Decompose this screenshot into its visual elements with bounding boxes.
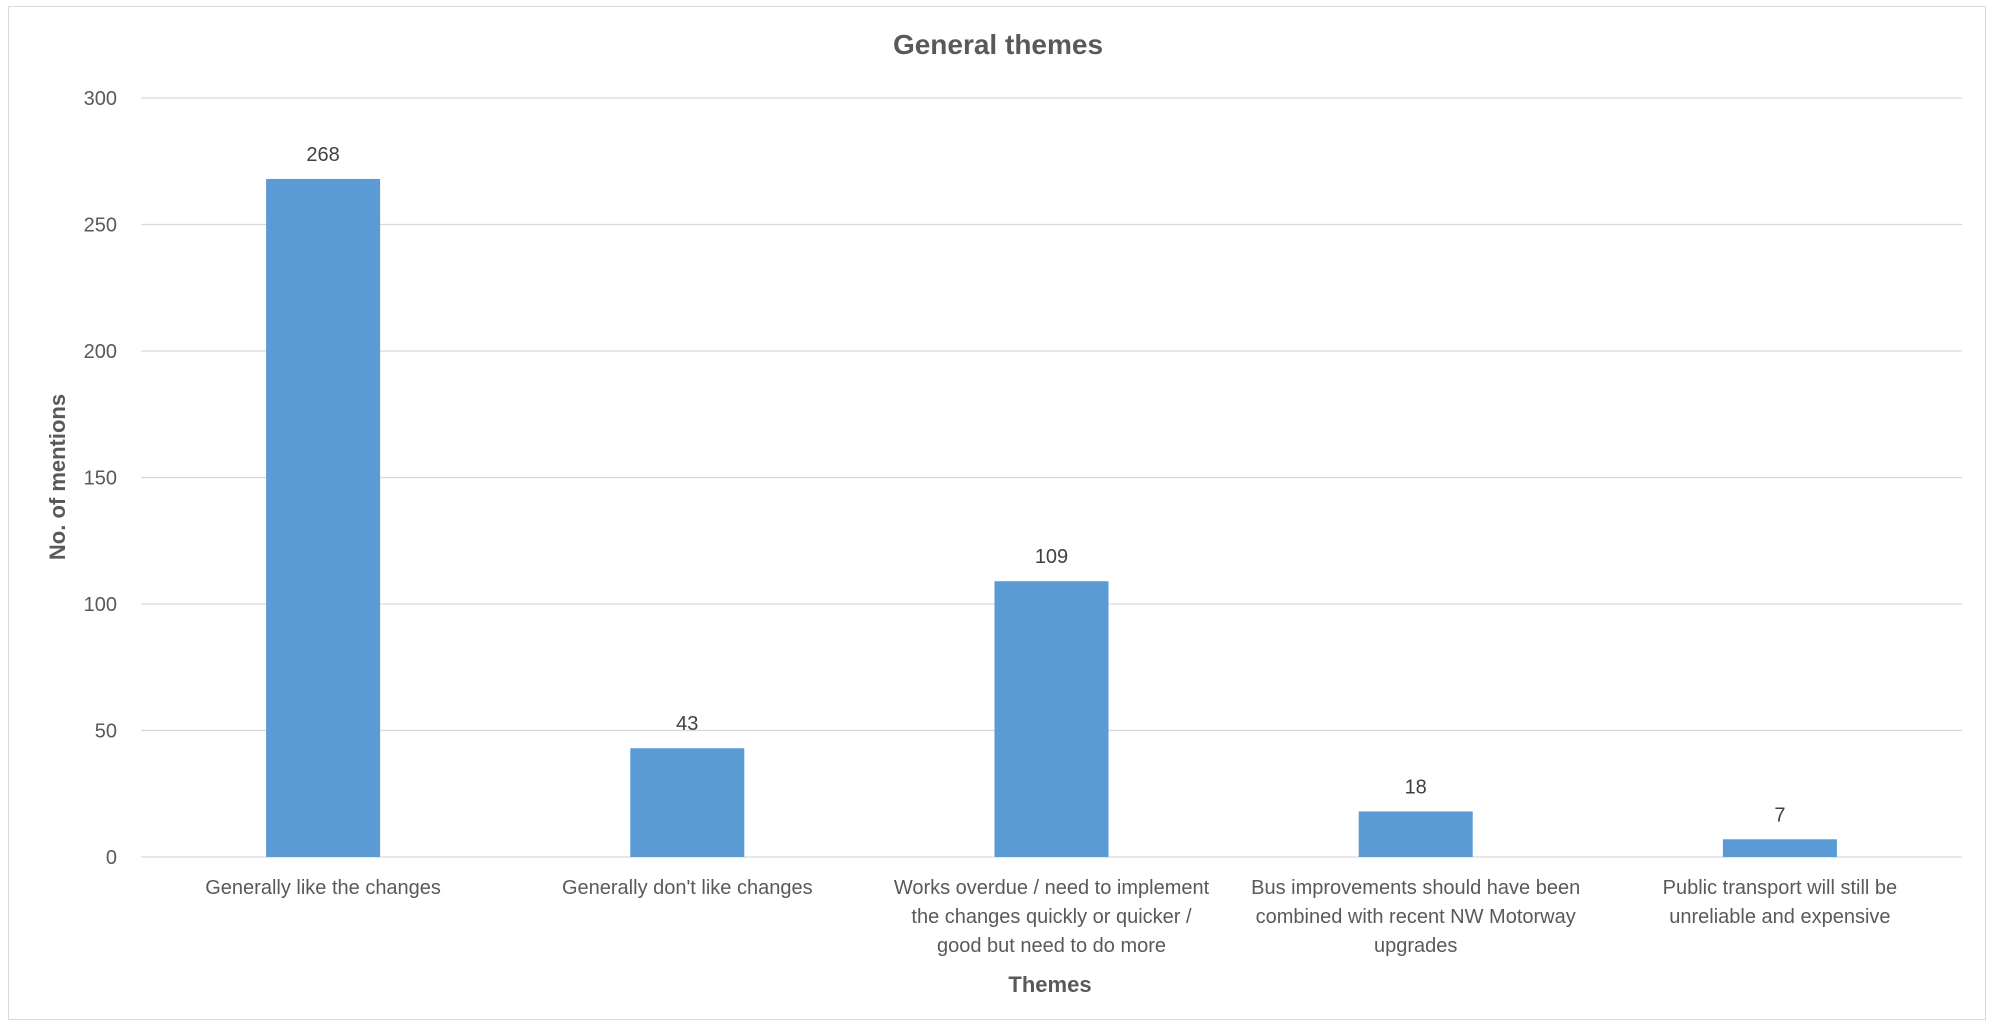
bar-4 (1358, 811, 1473, 857)
category-label-4: Bus improvements should have been combine… (1251, 877, 1580, 957)
category-label-1: Generally like the changes (205, 877, 441, 899)
y-tick-label: 250 (84, 215, 117, 237)
category-label-line: Bus improvements should have been (1251, 877, 1580, 899)
data-labels: 268 43 109 18 7 (306, 144, 1785, 826)
y-tick-label: 150 (84, 468, 117, 490)
y-tick-label: 300 (84, 88, 117, 110)
category-label-2: Generally don't like changes (562, 877, 813, 899)
gridlines (141, 97, 1962, 858)
category-label-5: Public transport will still be unreliable… (1663, 877, 1898, 928)
y-tick-label: 0 (106, 847, 117, 869)
bars (266, 178, 1837, 857)
bar-5 (1722, 839, 1837, 857)
category-label-line: the changes quickly or quicker / (911, 906, 1192, 928)
category-label-line: combined with recent NW Motorway (1256, 906, 1576, 928)
data-label-2: 43 (676, 713, 698, 735)
y-tick-label: 200 (84, 341, 117, 363)
bar-1 (266, 178, 381, 857)
category-labels: Generally like the changes Generally don'… (205, 877, 1897, 957)
category-label-line: upgrades (1374, 935, 1457, 957)
data-label-4: 18 (1405, 776, 1427, 798)
bar-3 (994, 581, 1109, 857)
data-label-1: 268 (306, 144, 339, 166)
category-label-line: unreliable and expensive (1669, 906, 1890, 928)
y-tick-label: 100 (84, 594, 117, 616)
data-label-5: 7 (1774, 804, 1785, 826)
y-tick-label: 50 (95, 721, 117, 743)
data-label-3: 109 (1035, 546, 1068, 568)
x-axis-title: Themes (1008, 972, 1091, 997)
bar-2 (630, 748, 745, 857)
y-axis-title: No. of mentions (45, 394, 70, 560)
category-label-line: Public transport will still be (1663, 877, 1898, 899)
category-label-line: good but need to do more (937, 935, 1166, 957)
chart-title: General themes (893, 29, 1103, 60)
category-label-line: Works overdue / need to implement (894, 877, 1210, 899)
category-label-3: Works overdue / need to implement the cha… (894, 877, 1210, 957)
category-label-line: Generally like the changes (205, 877, 441, 899)
category-label-line: Generally don't like changes (562, 877, 813, 899)
y-axis-ticks: 0 50 100 150 200 250 300 (84, 88, 117, 869)
